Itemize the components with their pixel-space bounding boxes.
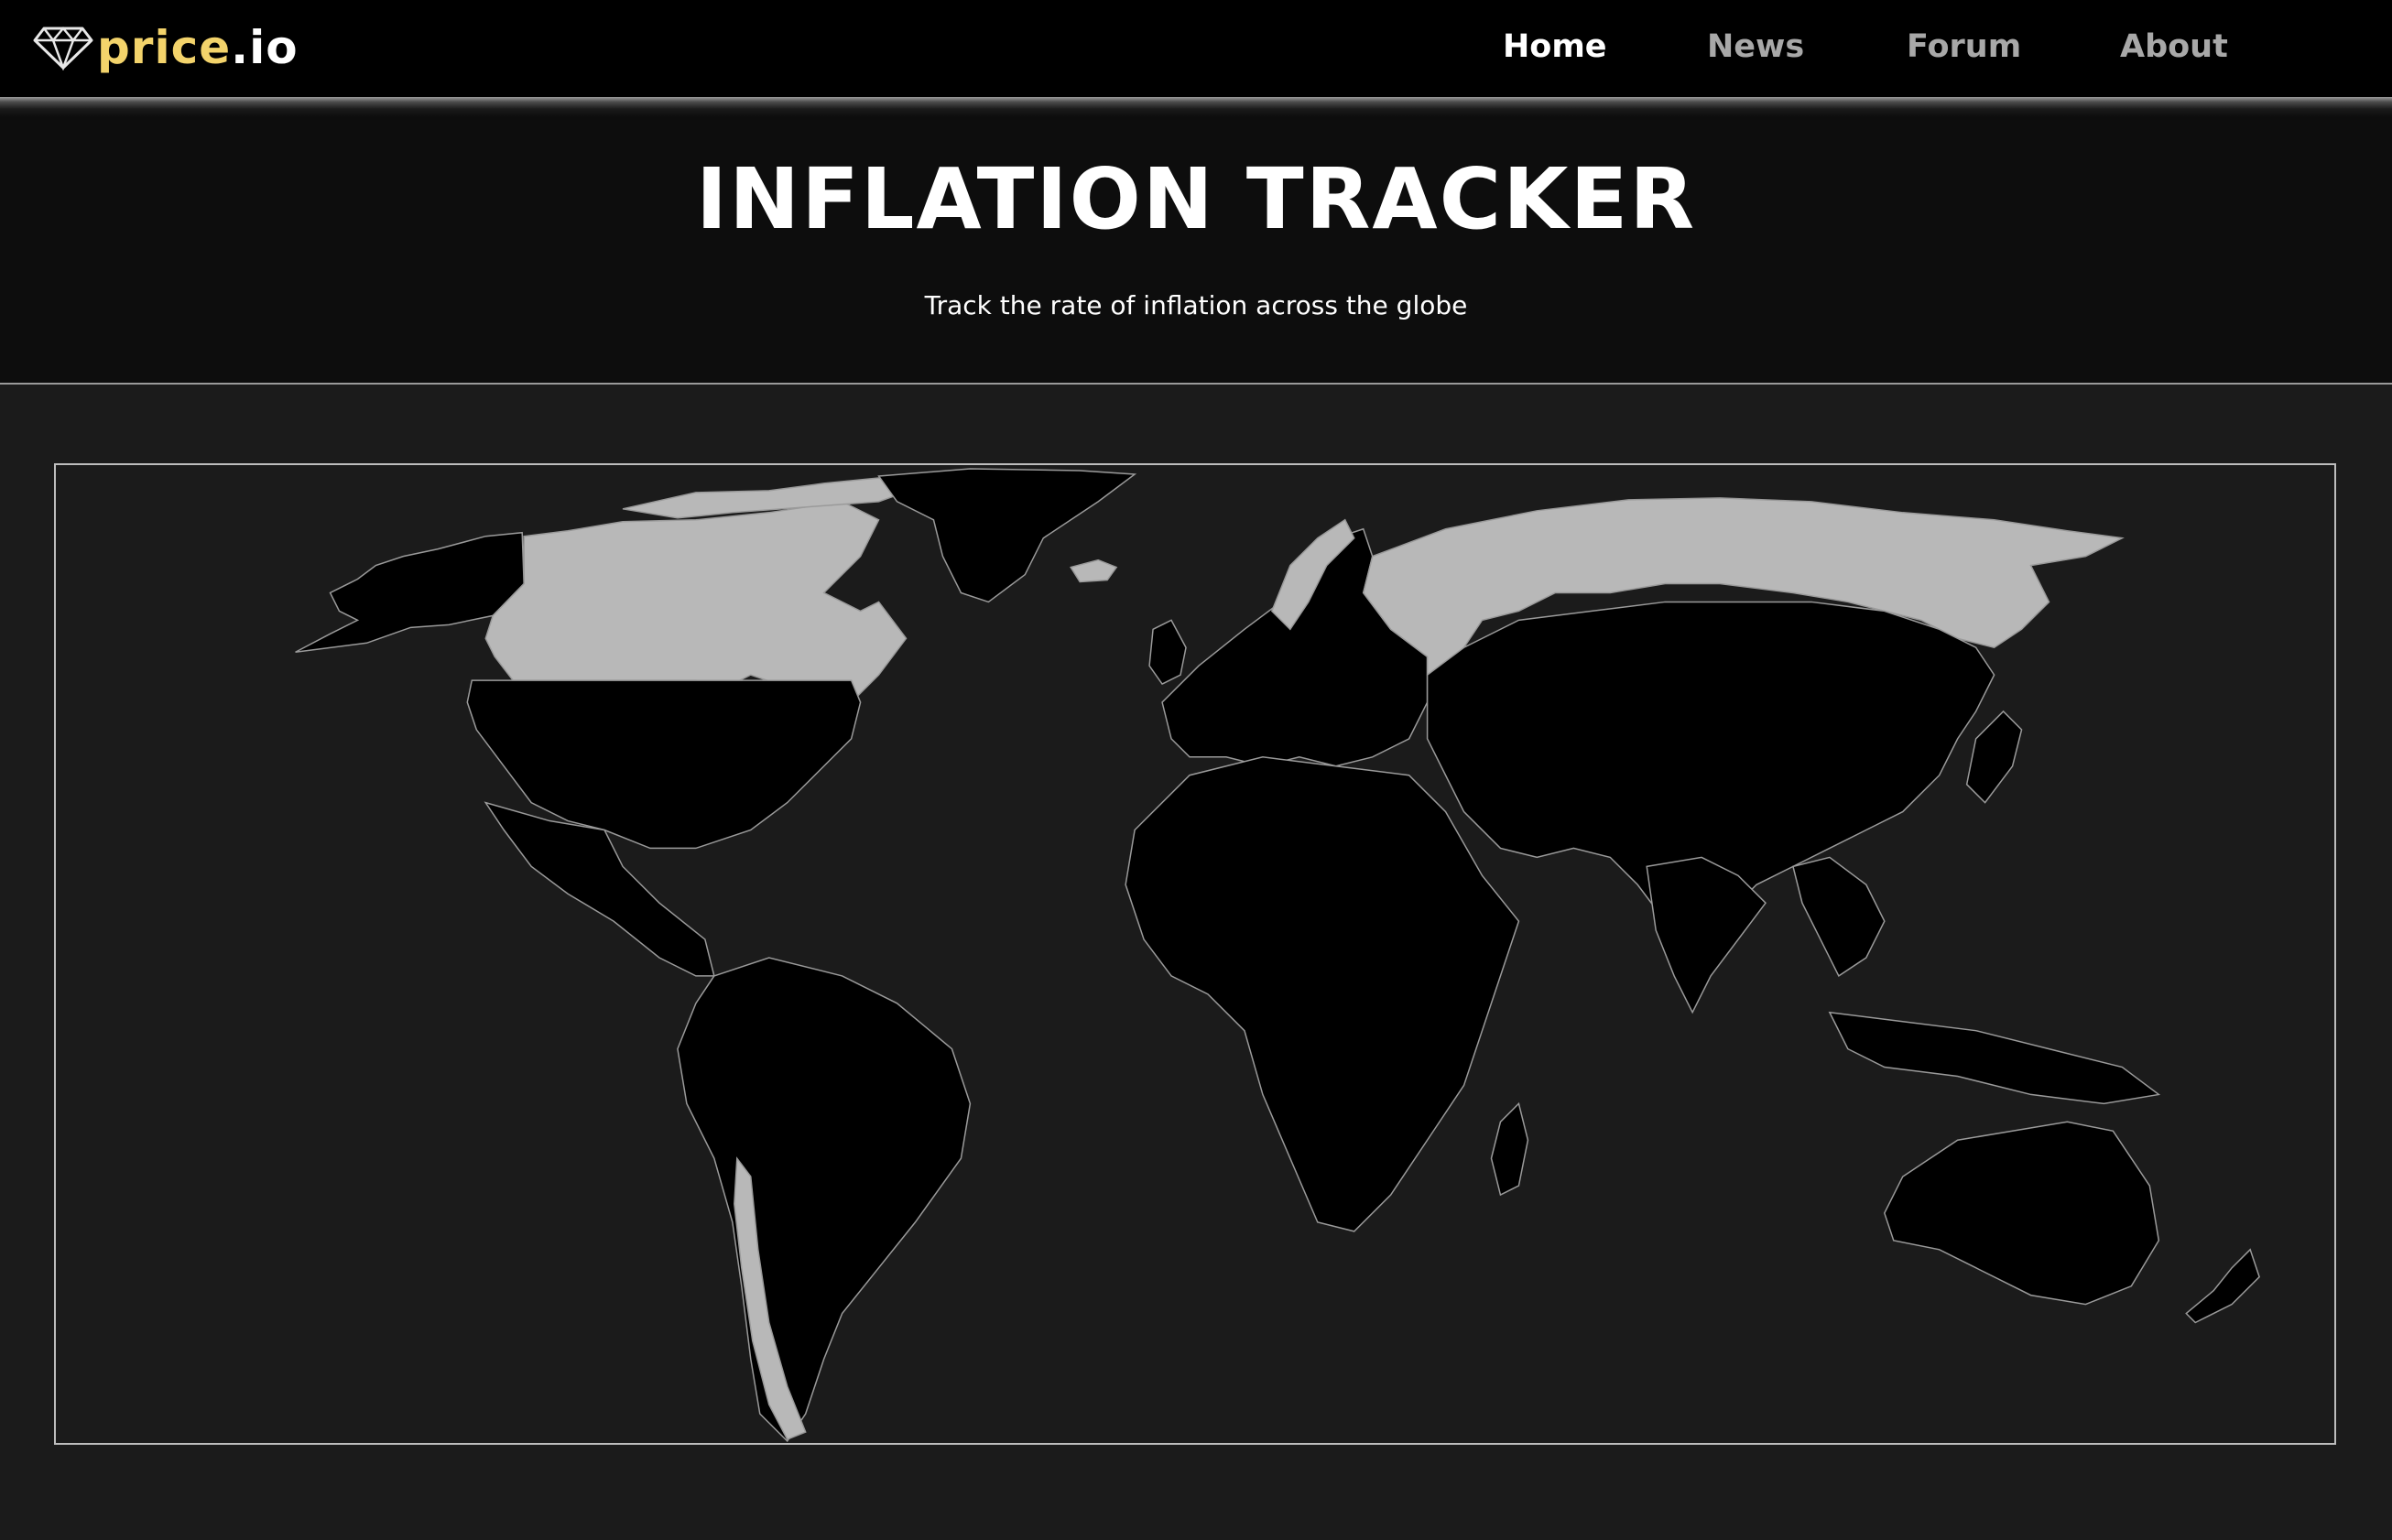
map-country-madagascar[interactable] — [1490, 1101, 1529, 1197]
map-country-southeast-asia[interactable] — [1792, 856, 1886, 978]
map-country-chile[interactable] — [734, 1156, 807, 1440]
map-country-asia[interactable] — [1426, 601, 1995, 960]
nav-about-link[interactable]: About — [2120, 28, 2228, 65]
navbar-shadow — [0, 97, 2392, 117]
map-country-japan[interactable] — [1965, 710, 2023, 804]
nav-home-link[interactable]: Home — [1503, 28, 1607, 65]
map-country-usa[interactable] — [466, 679, 862, 850]
world-map-canvas[interactable] — [56, 465, 2334, 1443]
map-country-iceland[interactable] — [1070, 559, 1118, 583]
brand-logo[interactable]: price.io — [33, 20, 299, 75]
world-map[interactable] — [54, 463, 2336, 1445]
nav-news-link[interactable]: News — [1707, 28, 1805, 65]
diamond-icon — [33, 27, 93, 70]
page-title: INFLATION TRACKER — [695, 150, 1697, 248]
hero-banner: INFLATION TRACKER Track the rate of infl… — [0, 117, 2392, 385]
map-country-south-america[interactable] — [677, 957, 972, 1443]
navbar: price.io Home News Forum About — [0, 0, 2392, 97]
map-country-norway[interactable] — [1270, 518, 1355, 631]
map-country-uk[interactable] — [1148, 619, 1187, 686]
map-country-africa[interactable] — [1125, 756, 1520, 1232]
page-subtitle: Track the rate of inflation across the g… — [924, 290, 1468, 320]
map-country-mexico[interactable] — [484, 801, 715, 977]
map-country-new-zealand[interactable] — [2185, 1248, 2260, 1324]
map-country-india[interactable] — [1646, 856, 1767, 1014]
map-country-australia[interactable] — [1883, 1121, 2160, 1306]
nav-forum-link[interactable]: Forum — [1907, 28, 2022, 65]
map-country-greenland[interactable] — [877, 468, 1137, 603]
map-country-indonesia[interactable] — [1828, 1011, 2161, 1105]
brand-name: price.io — [97, 21, 299, 74]
